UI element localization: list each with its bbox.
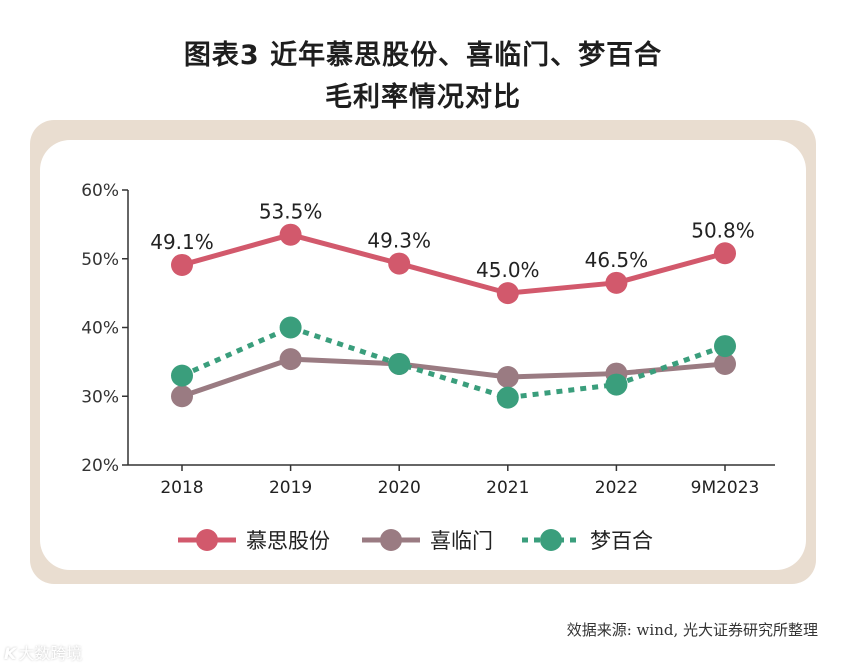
data-point [171, 364, 193, 387]
watermark-logo: K [4, 644, 17, 663]
y-tick-label: 20% [81, 456, 119, 476]
data-point [714, 335, 736, 358]
chart-panel [40, 140, 806, 570]
x-tick-label: 2022 [595, 478, 638, 498]
watermark-text: 大数跨境 [18, 644, 83, 663]
data-label: 45.0% [476, 258, 540, 282]
data-point [496, 366, 519, 388]
data-point [388, 252, 411, 275]
data-label: 49.3% [367, 229, 431, 253]
data-point [714, 352, 736, 375]
legend-label-2: 梦百合 [590, 529, 653, 553]
legend-marker-1 [380, 529, 402, 551]
x-tick-label: 2020 [378, 478, 421, 498]
data-label: 49.1% [150, 230, 214, 254]
legend-marker-2 [540, 529, 562, 551]
y-tick-label: 50% [81, 250, 119, 270]
data-label: 53.5% [259, 200, 323, 224]
series-line-0 [179, 232, 728, 296]
data-point [279, 223, 302, 246]
legend-label-0: 慕思股份 [246, 529, 330, 553]
y-tick-label: 60% [81, 181, 119, 201]
data-point [496, 282, 519, 305]
data-point [279, 348, 302, 371]
data-point [171, 385, 193, 408]
data-point [279, 316, 302, 339]
x-tick-label: 2021 [486, 478, 529, 498]
legend-marker-0 [196, 529, 218, 551]
series-line-2 [180, 325, 726, 401]
data-point [605, 373, 628, 396]
data-point [388, 352, 411, 375]
data-point [714, 242, 736, 265]
data-point [496, 386, 519, 409]
data-point [605, 271, 628, 294]
chart-title-line1: 图表3 近年慕思股份、喜临门、梦百合 [183, 40, 663, 71]
chart-title-line2: 毛利率情况对比 [325, 82, 521, 113]
x-tick-label: 2019 [269, 478, 312, 498]
x-tick-label: 2018 [160, 478, 203, 498]
y-tick-label: 40% [81, 319, 119, 339]
legend-label-1: 喜临门 [430, 529, 493, 553]
data-label: 50.8% [691, 218, 755, 242]
source-note: 效据来源: wind, 光大证券研究所整理 [566, 621, 818, 639]
y-tick-label: 30% [81, 387, 119, 407]
watermark: K 大数跨境 [4, 640, 82, 664]
x-tick-label: 9M2023 [691, 478, 760, 498]
series-line-1 [179, 356, 728, 399]
data-label: 46.5% [585, 248, 649, 272]
data-point [171, 253, 193, 276]
